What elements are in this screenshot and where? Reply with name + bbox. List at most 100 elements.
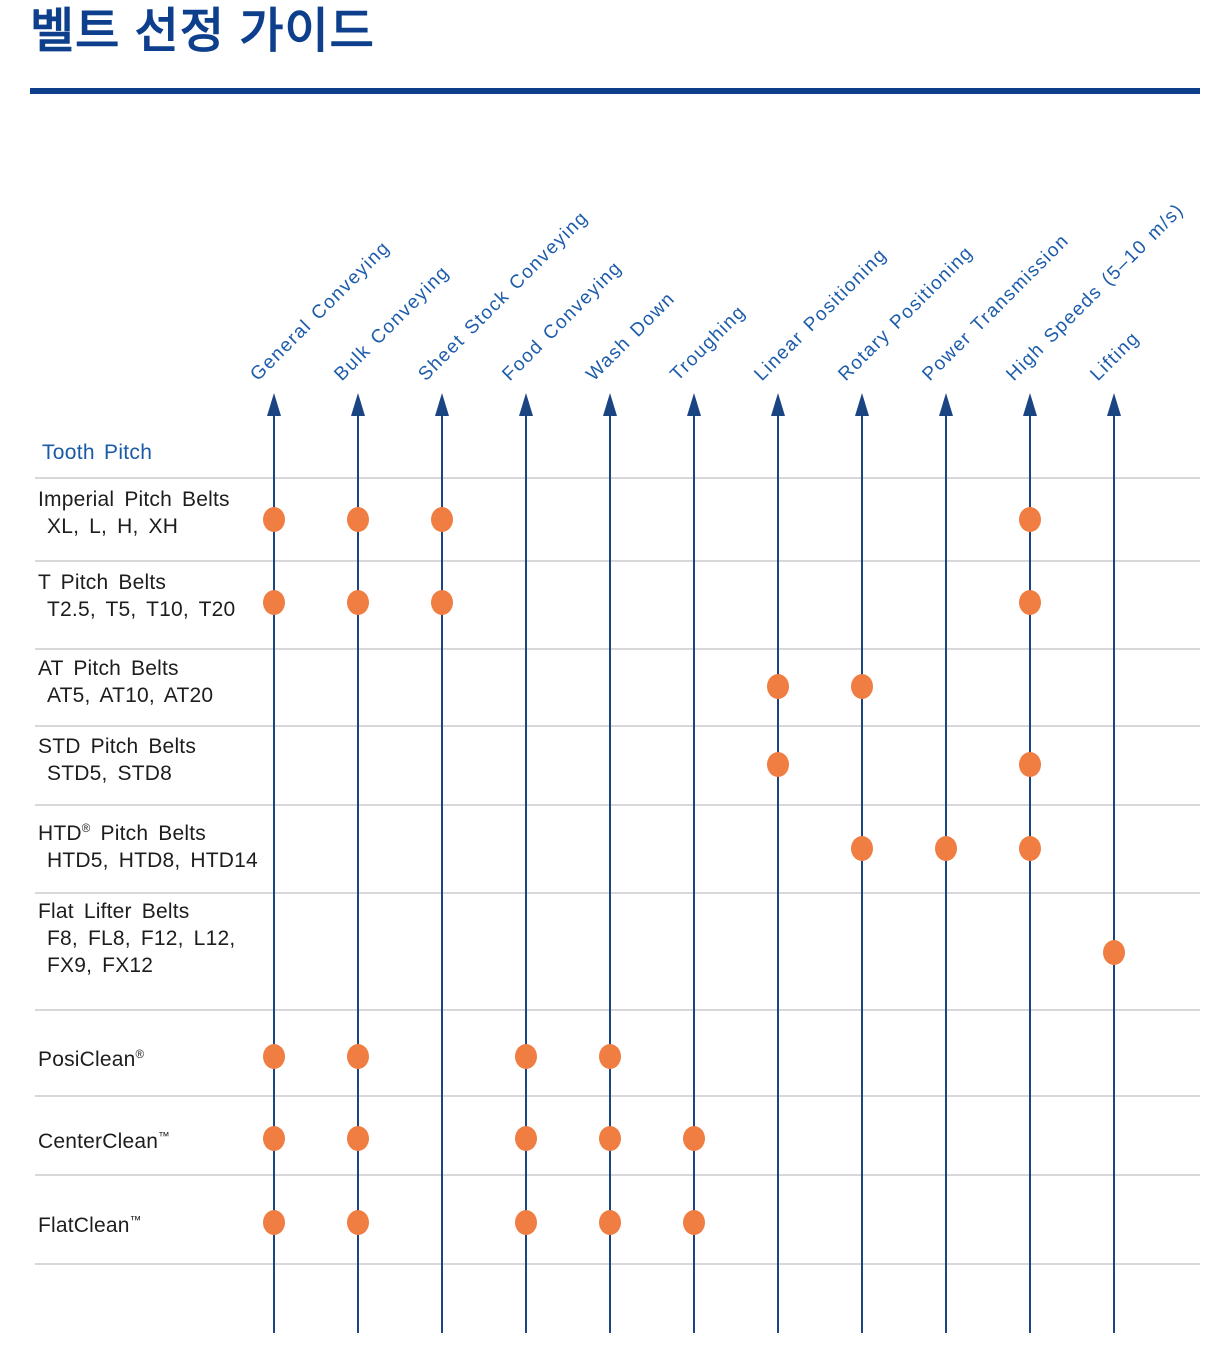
row-separator [35, 1263, 1200, 1265]
row-separator [35, 1095, 1200, 1097]
row-separator [35, 892, 1200, 894]
arrow-up-icon [435, 393, 449, 416]
arrow-up-icon [1107, 393, 1121, 416]
row-title: Flat Lifter Belts [38, 900, 190, 923]
column-arrow-line [861, 410, 863, 1333]
trademark-symbol: ® [81, 823, 91, 835]
matrix-dot [347, 1209, 369, 1235]
column-arrow-line [777, 410, 779, 1333]
arrow-up-icon [1023, 393, 1037, 416]
arrow-up-icon [519, 393, 533, 416]
column-label: Troughing [666, 301, 751, 386]
matrix-dot [431, 589, 453, 615]
matrix-dot [431, 506, 453, 532]
row-subtitle: F8, FL8, F12, L12, [47, 927, 236, 950]
arrow-up-icon [771, 393, 785, 416]
matrix-dot [347, 1043, 369, 1069]
matrix-dot [767, 673, 789, 699]
arrow-up-icon [687, 393, 701, 416]
row-subtitle: XL, L, H, XH [47, 515, 179, 538]
row-title: T Pitch Belts [38, 571, 167, 594]
trademark-symbol: ™ [129, 1215, 142, 1227]
column-arrow-line [609, 410, 611, 1333]
column-arrow-line [1113, 410, 1115, 1333]
matrix-dot [1019, 835, 1041, 861]
matrix-dot [347, 1125, 369, 1151]
arrow-up-icon [267, 393, 281, 416]
row-title: PosiClean® [38, 1048, 145, 1071]
matrix-dot [347, 589, 369, 615]
matrix-dot [599, 1043, 621, 1069]
row-label: PosiClean® [38, 1042, 144, 1073]
matrix-dot [767, 751, 789, 777]
matrix-dot [1019, 506, 1041, 532]
row-separator [35, 560, 1200, 562]
matrix-dot [851, 835, 873, 861]
row-separator [35, 1009, 1200, 1011]
row-title: STD Pitch Belts [38, 735, 197, 758]
matrix-dot [599, 1209, 621, 1235]
matrix-dot [263, 1125, 285, 1151]
column-label: Power Transmission [918, 230, 1074, 386]
matrix-dot [935, 835, 957, 861]
matrix-dot [263, 589, 285, 615]
row-title: FlatClean™ [38, 1214, 142, 1237]
column-arrow-line [1029, 410, 1031, 1333]
matrix-dot [347, 506, 369, 532]
row-subtitle: AT5, AT10, AT20 [47, 684, 214, 707]
row-title: AT Pitch Belts [38, 657, 179, 680]
matrix-dot [599, 1125, 621, 1151]
row-subtitle: STD5, STD8 [47, 762, 173, 785]
matrix-dot [1103, 939, 1125, 965]
row-separator [35, 648, 1200, 650]
row-separator [35, 725, 1200, 727]
row-subtitle: FX9, FX12 [47, 954, 154, 977]
row-label: Imperial Pitch Belts XL, L, H, XH [38, 486, 230, 540]
row-label: STD Pitch Belts STD5, STD8 [38, 733, 196, 787]
arrow-up-icon [351, 393, 365, 416]
row-label: HTD® Pitch Belts HTD5, HTD8, HTD14 [38, 816, 258, 874]
column-label: Sheet Stock Conveying [414, 207, 593, 386]
row-separator [35, 804, 1200, 806]
row-subtitle: T2.5, T5, T10, T20 [47, 598, 236, 621]
matrix-dot [263, 506, 285, 532]
title-rule [30, 88, 1200, 94]
column-label: Lifting [1086, 327, 1145, 386]
trademark-symbol: ® [135, 1049, 145, 1061]
matrix-dot [515, 1043, 537, 1069]
column-arrow-line [357, 410, 359, 1333]
row-separator [35, 1174, 1200, 1176]
row-group-header: Tooth Pitch [42, 441, 153, 464]
column-arrow-line [441, 410, 443, 1333]
matrix-dot [1019, 751, 1041, 777]
row-title: Imperial Pitch Belts [38, 488, 230, 511]
column-arrow-line [693, 410, 695, 1333]
matrix-dot [515, 1209, 537, 1235]
column-label: General Conveying [246, 237, 395, 386]
matrix-dot [515, 1125, 537, 1151]
matrix-dot [263, 1209, 285, 1235]
matrix-dot [683, 1125, 705, 1151]
matrix-dot [263, 1043, 285, 1069]
row-label: T Pitch Belts T2.5, T5, T10, T20 [38, 569, 235, 623]
row-separator [35, 477, 1200, 479]
matrix-dot [1019, 589, 1041, 615]
column-arrow-line [525, 410, 527, 1333]
matrix-dot [851, 673, 873, 699]
row-subtitle: HTD5, HTD8, HTD14 [47, 849, 258, 872]
row-title: CenterClean™ [38, 1130, 170, 1153]
column-arrow-line [945, 410, 947, 1333]
arrow-up-icon [603, 393, 617, 416]
column-label: High Speeds (5–10 m/s) [1002, 199, 1189, 386]
arrow-up-icon [855, 393, 869, 416]
column-arrow-line [273, 410, 275, 1333]
page-title: 벨트 선정 가이드 [30, 5, 375, 58]
matrix-dot [683, 1209, 705, 1235]
row-label: FlatClean™ [38, 1208, 141, 1239]
row-label: AT Pitch Belts AT5, AT10, AT20 [38, 655, 213, 709]
arrow-up-icon [939, 393, 953, 416]
row-title: HTD® Pitch Belts [38, 822, 206, 845]
trademark-symbol: ™ [158, 1131, 170, 1143]
